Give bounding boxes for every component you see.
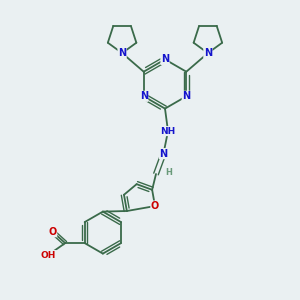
Text: N: N (159, 148, 168, 159)
Text: H: H (165, 168, 172, 177)
Text: O: O (48, 227, 57, 237)
Text: N: N (118, 48, 126, 58)
Text: O: O (151, 201, 159, 211)
Text: N: N (204, 48, 212, 58)
Text: OH: OH (41, 250, 56, 260)
Text: N: N (161, 54, 169, 64)
Text: N: N (140, 91, 148, 101)
Text: N: N (182, 91, 190, 101)
Text: NH: NH (160, 127, 175, 136)
